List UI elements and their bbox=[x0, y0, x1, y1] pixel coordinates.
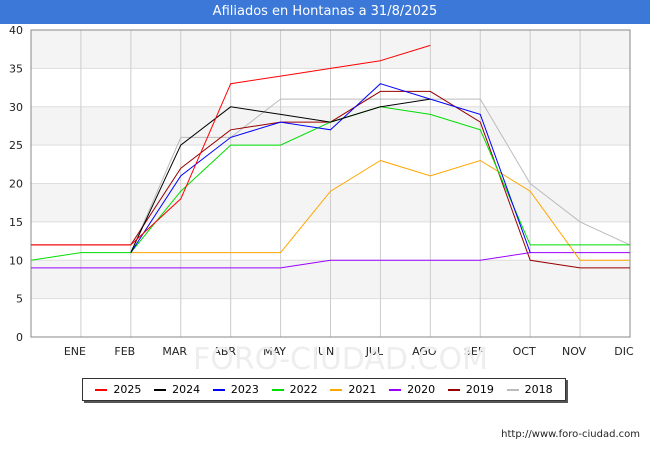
y-tick-label: 25 bbox=[9, 139, 23, 152]
chart-legend: 2025 2024 2023 2022 2021 2020 2019 2018 bbox=[82, 378, 566, 401]
legend-item-2018: 2018 bbox=[506, 383, 553, 396]
y-tick-label: 15 bbox=[9, 216, 23, 229]
legend-label: 2025 bbox=[113, 383, 142, 396]
plot-border bbox=[30, 29, 631, 338]
x-tick-label: OCT bbox=[513, 345, 536, 358]
x-tick-label: ABR bbox=[213, 345, 236, 358]
y-tick-label: 40 bbox=[9, 24, 23, 37]
x-tick-label: MAY bbox=[263, 345, 286, 358]
legend-item-2023: 2023 bbox=[212, 383, 259, 396]
legend-item-2019: 2019 bbox=[447, 383, 494, 396]
line-chart: 0 5 10 15 20 25 30 35 40 ENE FEB MAR ABR MAY JUN JUL AGO… bbox=[9, 24, 634, 377]
x-tick-label: SEP bbox=[464, 345, 485, 358]
legend-item-2025: 2025 bbox=[95, 383, 141, 396]
x-tick-label: JUN bbox=[314, 345, 335, 358]
series-line-2018 bbox=[130, 98, 631, 253]
y-tick-label: 5 bbox=[16, 293, 23, 306]
legend-label: 2018 bbox=[524, 383, 553, 396]
x-tick-label: ENE bbox=[64, 345, 86, 358]
legend-item-2021: 2021 bbox=[330, 383, 376, 396]
y-tick-label: 35 bbox=[9, 62, 23, 75]
legend-swatch bbox=[447, 388, 460, 391]
y-tick-label: 0 bbox=[16, 331, 23, 344]
chart-title: Afiliados en Hontanas a 31/8/2025 bbox=[0, 0, 650, 24]
x-tick-label: AGO bbox=[412, 345, 437, 358]
legend-item-2024: 2024 bbox=[154, 383, 200, 396]
legend-label: 2021 bbox=[348, 383, 377, 396]
legend-label: 2022 bbox=[289, 383, 318, 396]
legend-label: 2020 bbox=[407, 383, 436, 396]
legend-item-2022: 2022 bbox=[271, 383, 318, 396]
y-tick-label: 10 bbox=[9, 254, 23, 267]
x-tick-label: JUL bbox=[365, 345, 384, 358]
series-line-2021 bbox=[130, 159, 630, 261]
legend-item-2020: 2020 bbox=[389, 383, 435, 396]
source-credit: http://www.foro-ciudad.com bbox=[501, 429, 640, 440]
legend-swatch bbox=[389, 388, 402, 391]
legend-swatch bbox=[271, 388, 284, 391]
legend-swatch bbox=[330, 388, 343, 391]
y-tick-label: 20 bbox=[9, 178, 23, 191]
legend-label: 2019 bbox=[465, 383, 494, 396]
series-line-2024 bbox=[130, 98, 431, 253]
x-tick-label: DIC bbox=[614, 345, 634, 358]
legend-swatch bbox=[154, 388, 167, 391]
x-tick-label: NOV bbox=[562, 345, 587, 358]
legend-swatch bbox=[212, 388, 225, 391]
y-tick-label: 30 bbox=[9, 101, 23, 114]
legend-label: 2023 bbox=[230, 383, 259, 396]
x-tick-label: MAR bbox=[162, 345, 187, 358]
x-tick-label: FEB bbox=[114, 345, 135, 358]
legend-swatch bbox=[95, 388, 108, 391]
legend-swatch bbox=[506, 388, 519, 391]
series-line-2025 bbox=[31, 44, 431, 246]
series-line-2023 bbox=[130, 83, 531, 253]
watermark: FORO-CIUDAD.COM bbox=[193, 342, 488, 377]
legend-label: 2024 bbox=[172, 383, 201, 396]
